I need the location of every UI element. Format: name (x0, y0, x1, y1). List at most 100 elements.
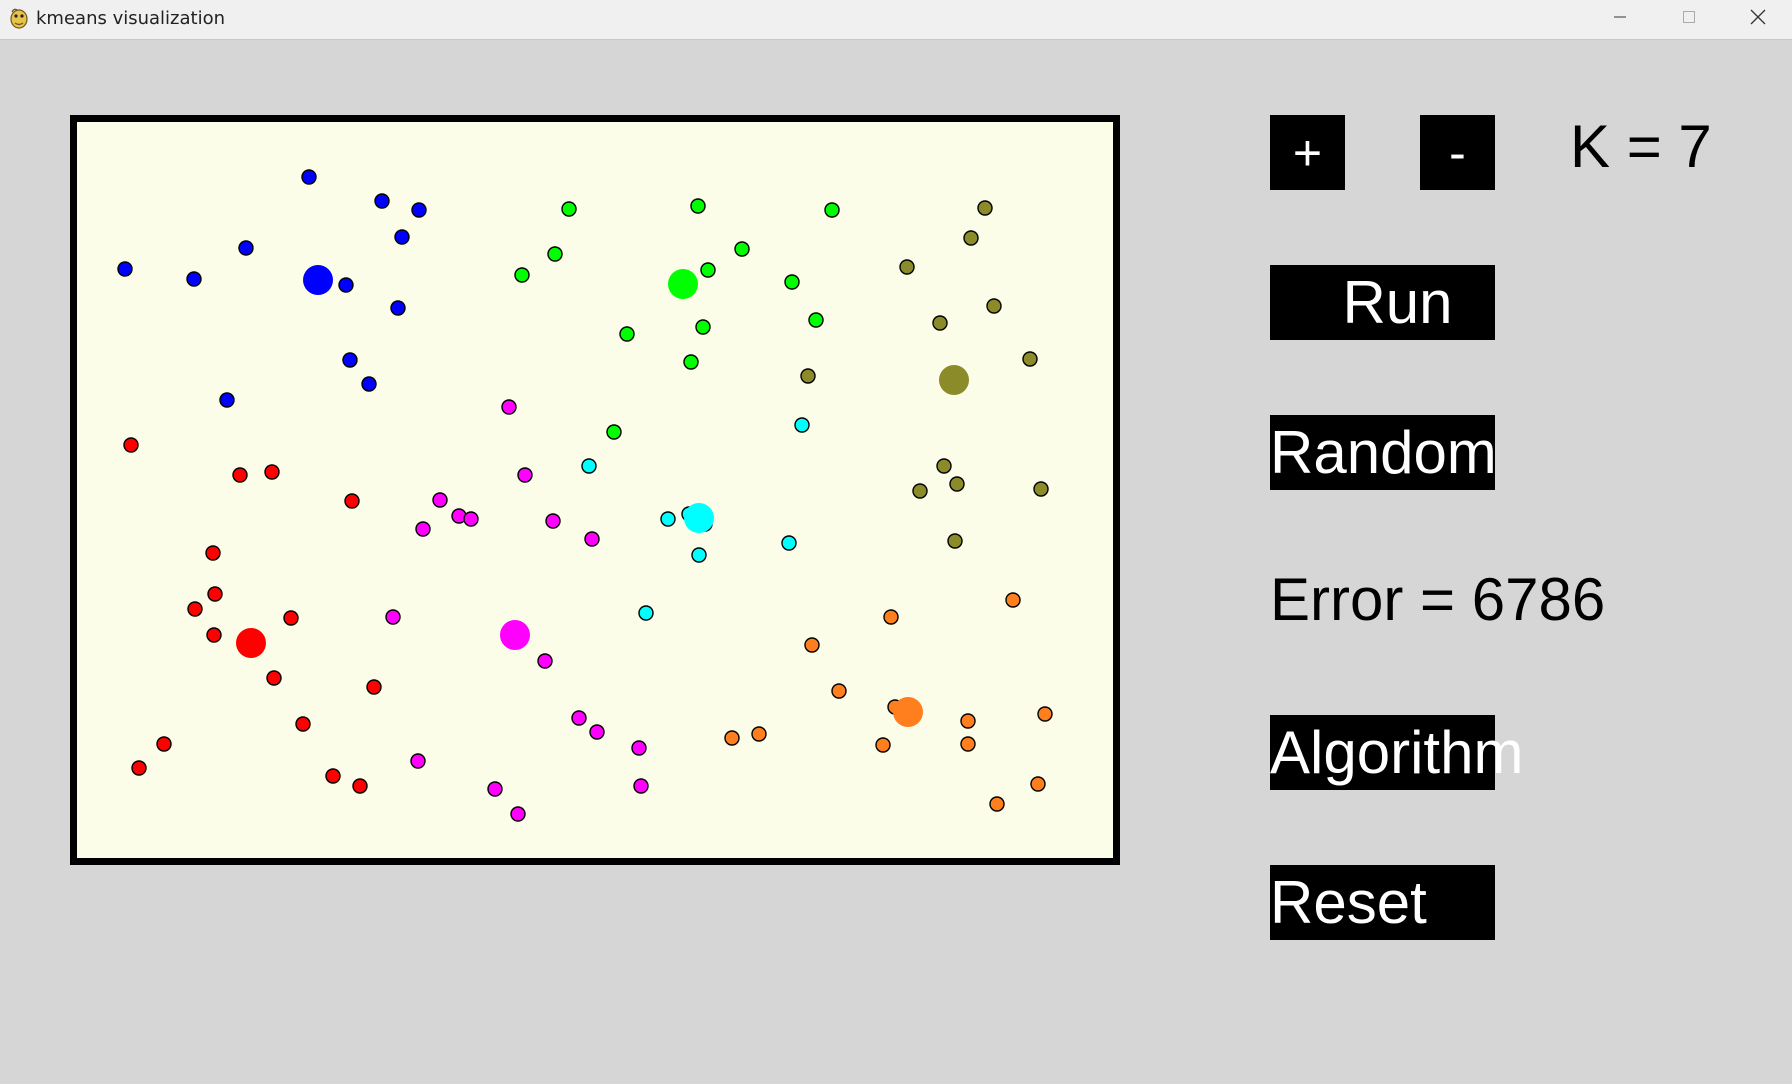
data-point (487, 781, 503, 797)
run-button[interactable]: Run (1270, 265, 1495, 340)
cluster-blue (117, 169, 427, 408)
data-point (584, 531, 600, 547)
close-icon (1750, 9, 1766, 25)
data-point (374, 193, 390, 209)
data-point (1022, 351, 1038, 367)
data-point (1005, 592, 1021, 608)
data-point (501, 399, 517, 415)
data-point (963, 230, 979, 246)
centroid-blue (303, 265, 333, 295)
data-point (117, 261, 133, 277)
data-point (325, 768, 341, 784)
centroid-red (236, 628, 266, 658)
data-point (352, 778, 368, 794)
data-point (131, 760, 147, 776)
data-point (695, 319, 711, 335)
data-point (361, 376, 377, 392)
data-point (517, 467, 533, 483)
data-point (633, 778, 649, 794)
data-point (1033, 481, 1049, 497)
data-point (463, 511, 479, 527)
cluster-cyan (581, 417, 810, 621)
data-point (724, 730, 740, 746)
data-point (366, 679, 382, 695)
title-bar: kmeans visualization (0, 0, 1792, 40)
data-point (1030, 776, 1046, 792)
error-label: Error = 6786 (1270, 566, 1606, 633)
window-title: kmeans visualization (36, 8, 225, 29)
data-point (187, 601, 203, 617)
data-point (264, 464, 280, 480)
plot-canvas[interactable] (70, 115, 1120, 865)
data-point (338, 277, 354, 293)
data-point (960, 713, 976, 729)
data-point (207, 586, 223, 602)
data-point (561, 201, 577, 217)
cluster-plot[interactable] (77, 122, 1113, 858)
data-point (751, 726, 767, 742)
data-point (977, 200, 993, 216)
data-point (206, 627, 222, 643)
cluster-red (123, 437, 382, 794)
pygame-snake-icon (10, 8, 28, 29)
data-point (390, 300, 406, 316)
data-point (606, 424, 622, 440)
data-point (301, 169, 317, 185)
cluster-magenta (385, 399, 649, 822)
data-point (660, 511, 676, 527)
data-point (411, 202, 427, 218)
cluster-orange (724, 592, 1053, 812)
data-point (784, 274, 800, 290)
data-point (989, 796, 1005, 812)
data-point (266, 670, 282, 686)
increase-k-button[interactable]: + (1270, 115, 1345, 190)
centroid-orange (893, 697, 923, 727)
centroid-olive (939, 365, 969, 395)
data-point (831, 683, 847, 699)
close-button[interactable] (1724, 0, 1792, 34)
data-point (342, 352, 358, 368)
data-point (683, 354, 699, 370)
decrease-k-button[interactable]: - (1420, 115, 1495, 190)
data-point (123, 437, 139, 453)
data-point (219, 392, 235, 408)
random-button[interactable]: Random (1270, 415, 1497, 490)
data-point (808, 312, 824, 328)
data-point (899, 259, 915, 275)
data-point (638, 605, 654, 621)
algorithm-button[interactable]: Algorithm (1270, 715, 1523, 790)
data-point (936, 458, 952, 474)
reset-button[interactable]: Reset (1270, 865, 1495, 940)
data-point (238, 240, 254, 256)
data-point (932, 315, 948, 331)
data-point (824, 202, 840, 218)
data-point (804, 637, 820, 653)
minimize-button[interactable] (1586, 0, 1654, 34)
data-point (631, 740, 647, 756)
data-point (700, 262, 716, 278)
data-point (514, 267, 530, 283)
cluster-olive (800, 200, 1049, 549)
data-point (205, 545, 221, 561)
data-point (432, 492, 448, 508)
data-point (589, 724, 605, 740)
data-point (690, 198, 706, 214)
maximize-button[interactable] (1655, 0, 1723, 34)
data-point (986, 298, 1002, 314)
minimize-icon (1614, 16, 1626, 18)
k-value-label: K = 7 (1570, 113, 1712, 180)
data-point (156, 736, 172, 752)
data-point (232, 467, 248, 483)
data-point (800, 368, 816, 384)
data-point (949, 476, 965, 492)
maximize-icon (1683, 11, 1695, 23)
data-point (960, 736, 976, 752)
data-point (734, 241, 750, 257)
data-point (545, 513, 561, 529)
data-point (947, 533, 963, 549)
data-point (415, 521, 431, 537)
data-point (344, 493, 360, 509)
data-point (781, 535, 797, 551)
data-point (912, 483, 928, 499)
data-point (619, 326, 635, 342)
